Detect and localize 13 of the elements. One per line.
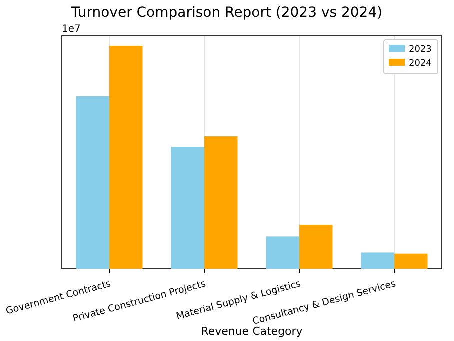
text: 1e7: [62, 24, 81, 35]
bar: [361, 252, 394, 269]
bar: [266, 236, 300, 269]
bar: [300, 225, 333, 269]
bar: [110, 46, 143, 269]
legend-label: 2023: [409, 45, 432, 55]
bar: [394, 254, 428, 269]
bar: [204, 136, 238, 269]
legend-label: 2024: [409, 59, 432, 69]
bar: [76, 96, 110, 269]
x-axis-title: Revenue Category: [201, 325, 304, 338]
chart-title: Turnover Comparison Report (2023 vs 2024): [70, 5, 383, 21]
bar: [171, 147, 204, 269]
